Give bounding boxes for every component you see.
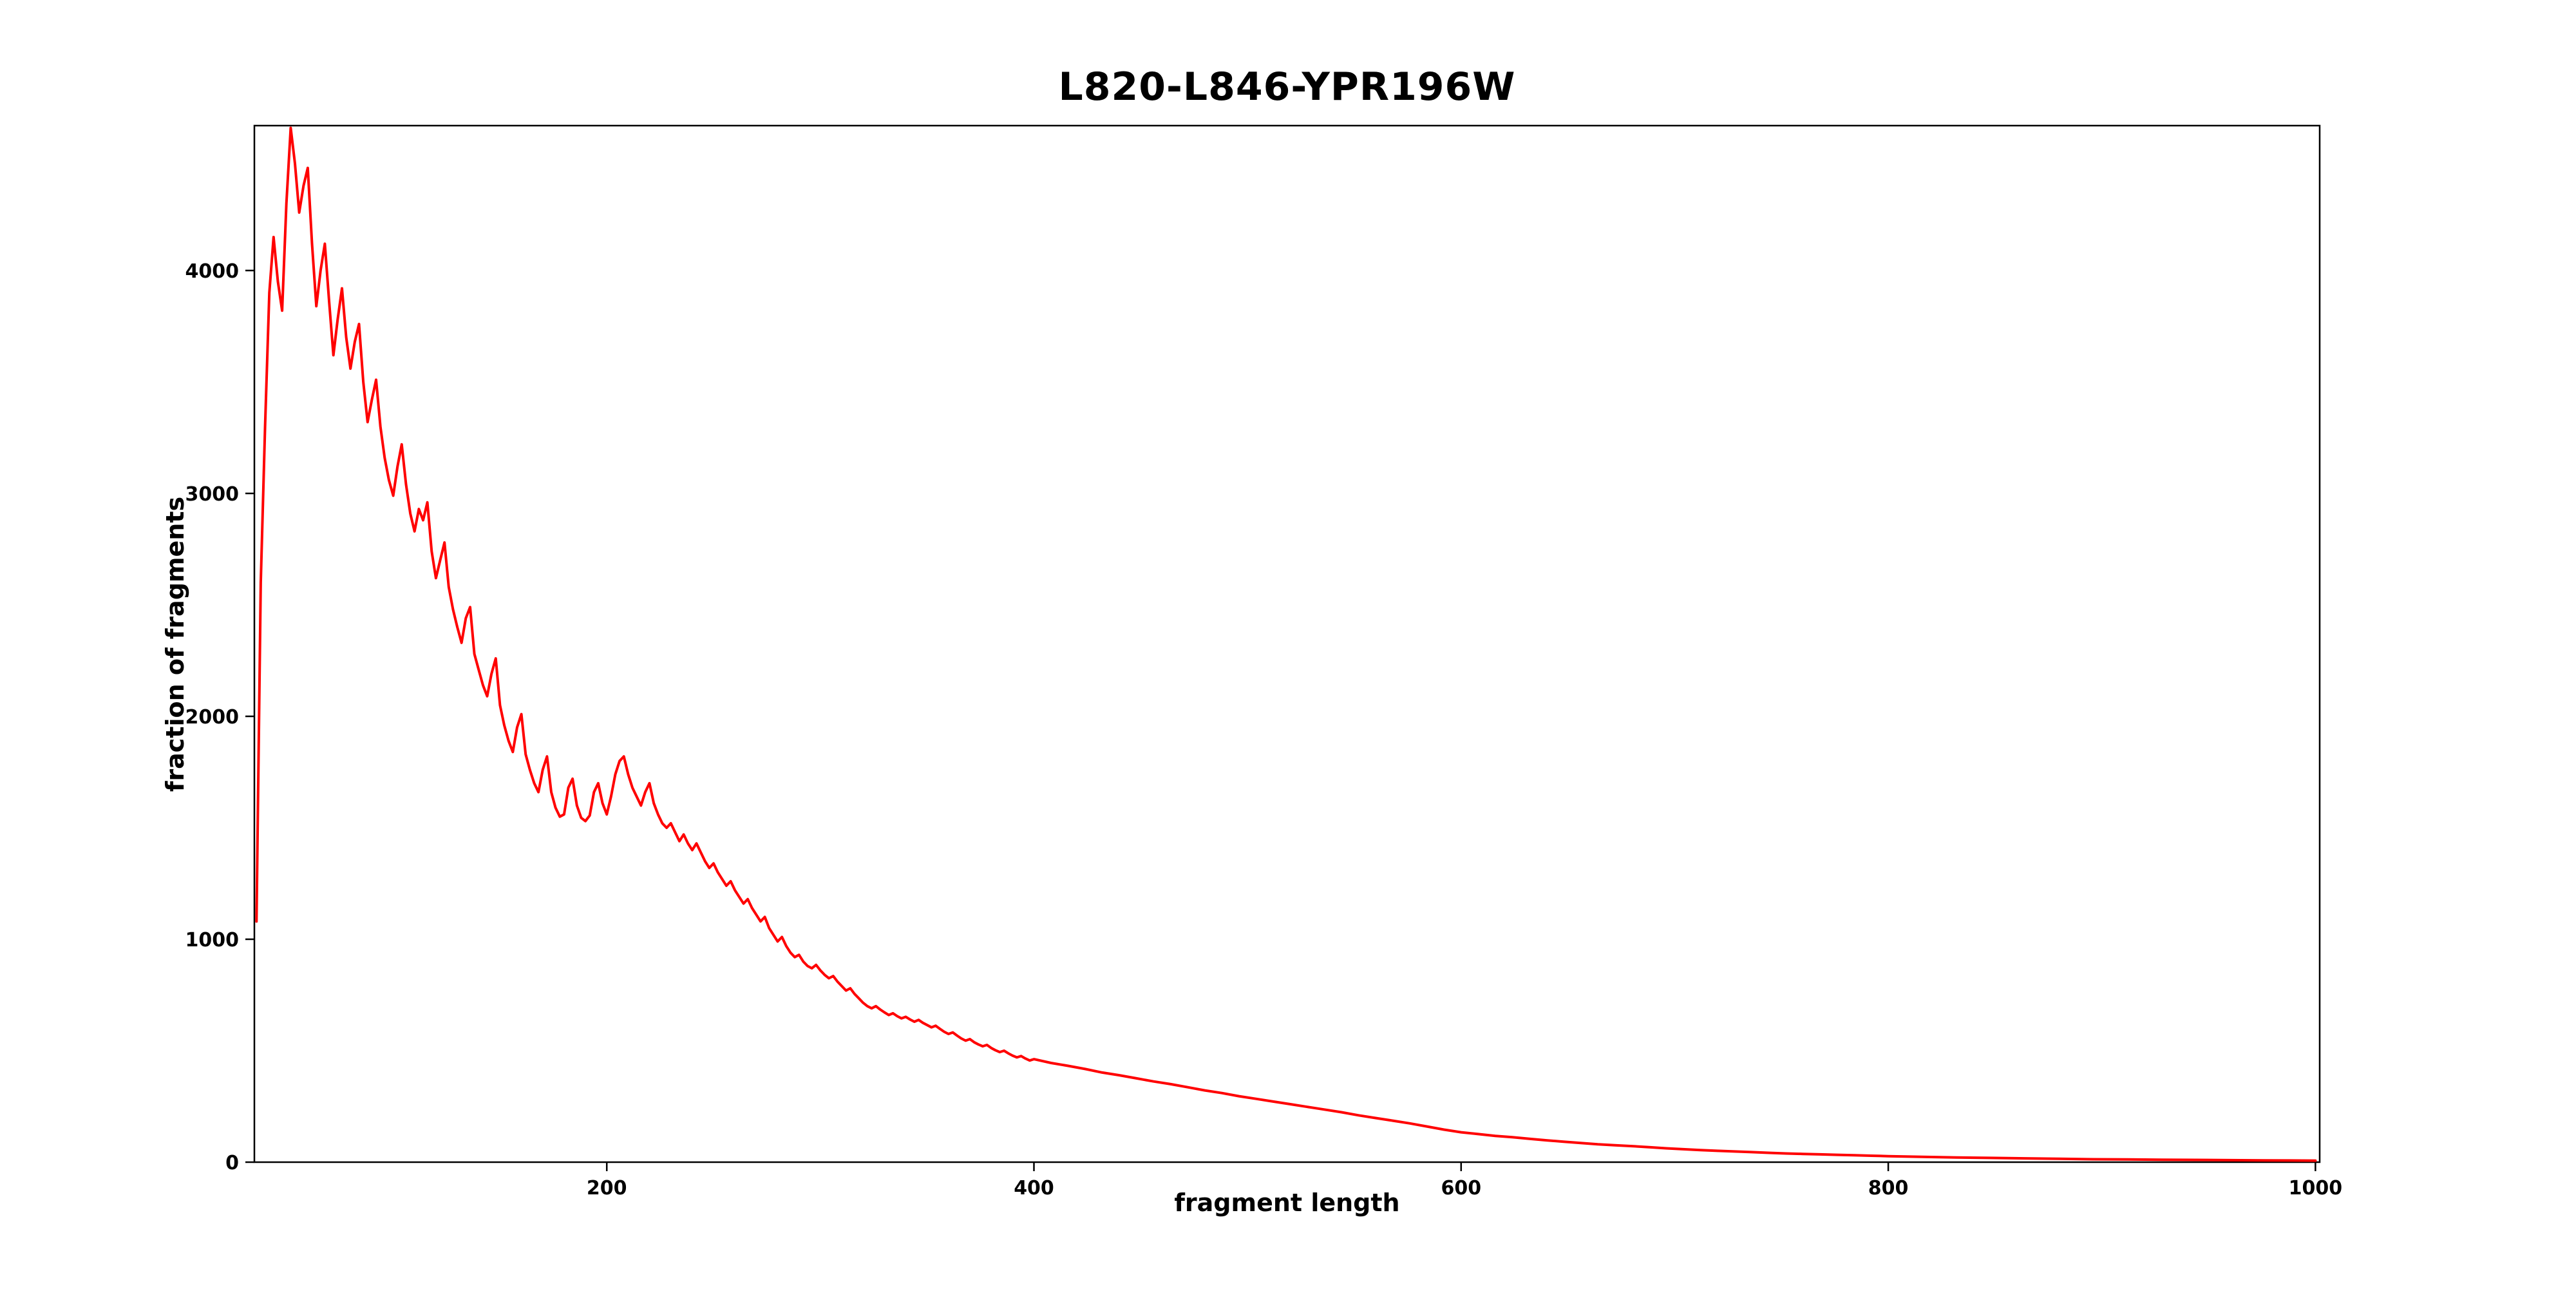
x-tick-label: 800 (1868, 1177, 1909, 1200)
y-axis-label: fraction of fragments (161, 496, 189, 792)
tick-marks (245, 269, 2316, 1171)
y-tick-label: 0 (225, 1152, 239, 1174)
y-tick-label: 2000 (185, 706, 240, 729)
y-tick-label: 4000 (185, 260, 240, 283)
x-tick-label: 200 (587, 1177, 627, 1200)
y-tick-label: 1000 (185, 929, 240, 952)
axes-frame (253, 124, 2321, 1163)
tick-labels: 200 400 600 800 1000 0 1000 2000 3000 4000 (185, 260, 2343, 1200)
chart-title: L820-L846-YPR196W (1058, 64, 1516, 110)
y-tick-label: 3000 (185, 483, 240, 506)
data-line (255, 126, 2317, 1162)
x-tick-label: 400 (1014, 1177, 1054, 1200)
x-tick-label: 600 (1441, 1177, 1481, 1200)
x-axis-label: fragment length (1174, 1189, 1400, 1217)
x-tick-label: 1000 (2289, 1177, 2343, 1200)
